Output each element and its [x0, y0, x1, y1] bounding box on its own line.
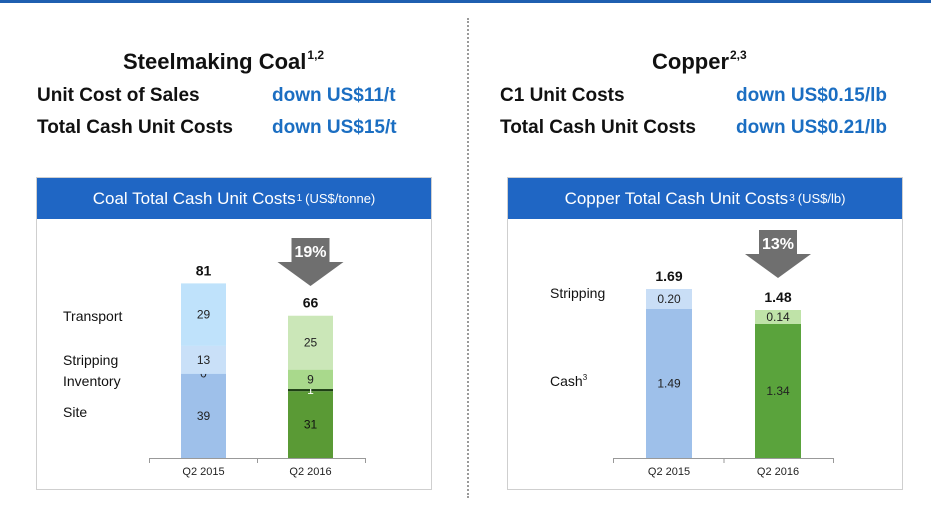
copper-title: Copper2,3 — [652, 48, 747, 75]
coal-bar-q2-2016-stripping — [288, 369, 333, 390]
coal-chart-header-unit: (US$/tonne) — [305, 191, 376, 206]
copper-chart-header-footnote: 3 — [789, 193, 795, 204]
coal-bar-q2-2015-transport — [181, 283, 226, 346]
copper-row-label-cash-footnote: 3 — [583, 373, 588, 382]
copper-bar-q2-2015-cash — [646, 309, 692, 458]
section-divider — [467, 18, 469, 498]
copper-chart-box: Copper Total Cash Unit Costs 3 (US$/lb) 1.… — [507, 177, 903, 490]
copper-decrease-percent: 13% — [762, 236, 794, 253]
coal-category-q2-2015: Q2 2015 — [182, 466, 224, 478]
coal-chart-header-text: Coal Total Cash Unit Costs — [92, 188, 296, 208]
coal-bar-q2-2015-stripping-label: 13 — [197, 353, 211, 367]
copper-category-q2-2015: Q2 2015 — [648, 466, 690, 478]
coal-bar-q2-2016-inventory — [288, 389, 333, 392]
copper-metric-value-0: down US$0.15/lb — [736, 85, 887, 106]
coal-chart-header-footnote: 1 — [296, 193, 303, 204]
coal-title-text: Steelmaking Coal — [123, 49, 307, 74]
coal-metric-value-1: down US$15/t — [272, 117, 397, 138]
coal-bar-q2-2016-transport-label: 25 — [304, 336, 318, 350]
coal-category-q2-2016: Q2 2016 — [289, 466, 331, 478]
copper-bar-q2-2015-cash-label: 1.49 — [657, 377, 681, 391]
copper-bar-q2-2015-stripping — [646, 289, 692, 309]
coal-decrease-arrow-icon — [277, 238, 344, 286]
coal-metric-label-1: Total Cash Unit Costs — [37, 117, 233, 138]
coal-bar-q2-2016-site-label: 31 — [304, 418, 318, 432]
coal-total-q2-2015: 81 — [196, 262, 212, 278]
coal-bar-q2-2016-transport — [288, 315, 333, 370]
copper-total-q2-2016: 1.48 — [764, 289, 791, 305]
coal-title: Steelmaking Coal1,2 — [123, 48, 324, 75]
coal-metric-value-0: down US$11/t — [272, 85, 396, 106]
coal-row-label-inventory: Inventory — [63, 373, 121, 389]
copper-chart-header-text: Copper Total Cash Unit Costs — [564, 188, 789, 208]
copper-title-footnote: 2,3 — [730, 48, 747, 62]
coal-bar-q2-2015-site-label: 39 — [197, 409, 211, 423]
copper-metric-value-1: down US$0.21/lb — [736, 117, 887, 138]
copper-bar-q2-2016-stripping — [755, 310, 801, 324]
copper-total-q2-2015: 1.69 — [655, 268, 682, 284]
coal-row-label-transport: Transport — [63, 308, 123, 324]
copper-category-q2-2016: Q2 2016 — [757, 466, 799, 478]
copper-row-label-cash: Cash3 — [550, 373, 588, 389]
copper-bar-q2-2016-cash — [755, 324, 801, 458]
copper-chart-header: Copper Total Cash Unit Costs 3 (US$/lb) — [508, 178, 902, 219]
coal-total-q2-2016: 66 — [303, 295, 319, 311]
coal-bar-q2-2015-transport-label: 29 — [197, 308, 211, 322]
coal-row-label-stripping: Stripping — [63, 352, 118, 368]
coal-chart-box: Coal Total Cash Unit Costs 1 (US$/tonne) 3… — [36, 177, 432, 490]
coal-row-label-site: Site — [63, 404, 87, 420]
copper-chart-svg: 1.49 0.20 1.69 Q2 2015 1.34 0.14 1.48 Q2 2016 13… — [550, 230, 834, 478]
coal-bar-q2-2016-inventory-label: 1 — [307, 383, 314, 397]
copper-row-label-stripping: Stripping — [550, 285, 605, 301]
copper-metric-label-0: C1 Unit Costs — [500, 85, 625, 106]
coal-chart-header: Coal Total Cash Unit Costs 1 (US$/tonne) — [37, 178, 431, 219]
coal-title-footnote: 1,2 — [307, 48, 325, 62]
copper-decrease-arrow-icon — [745, 230, 811, 278]
copper-chart-header-unit: (US$/lb) — [797, 191, 846, 206]
coal-bar-q2-2015-site — [181, 373, 226, 458]
coal-bar-q2-2016-stripping-label: 9 — [307, 372, 314, 386]
copper-title-text: Copper — [652, 49, 729, 74]
top-accent-line — [0, 0, 931, 3]
coal-decrease-percent: 19% — [294, 244, 326, 261]
copper-bar-q2-2016-cash-label: 1.34 — [766, 384, 790, 398]
coal-metric-label-0: Unit Cost of Sales — [37, 85, 200, 106]
copper-bar-q2-2016-stripping-label: 0.14 — [766, 310, 790, 324]
coal-bar-q2-2016-site — [288, 391, 333, 458]
copper-metric-label-1: Total Cash Unit Costs — [500, 117, 696, 138]
coal-bar-q2-2015-stripping — [181, 345, 226, 374]
copper-bar-q2-2015-stripping-label: 0.20 — [657, 292, 681, 306]
